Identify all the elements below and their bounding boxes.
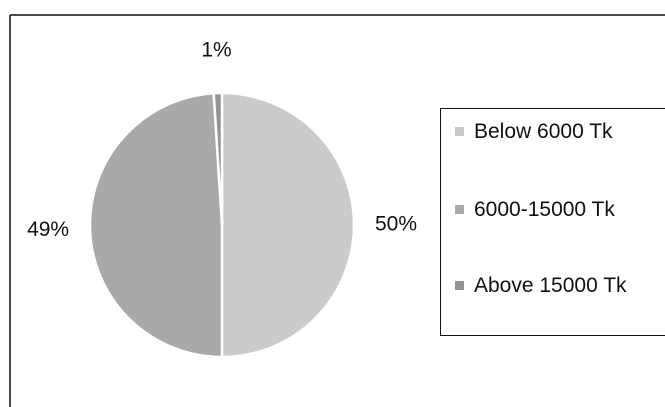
pie-slice <box>88 91 224 359</box>
legend-swatch <box>455 205 464 214</box>
legend-item: 6000-15000 Tk <box>455 197 660 222</box>
legend: Below 6000 Tk 6000-15000 Tk Above 15000 Tk <box>440 108 665 336</box>
legend-swatch <box>455 281 464 290</box>
data-label: 49% <box>27 218 69 241</box>
legend-item: Below 6000 Tk <box>455 119 660 144</box>
legend-label: Above 15000 Tk <box>474 274 627 297</box>
data-label: 50% <box>375 213 417 236</box>
legend-swatch <box>455 127 464 136</box>
pie-slice <box>220 91 356 359</box>
legend-label: 6000-15000 Tk <box>474 198 615 221</box>
legend-item: Above 15000 Tk <box>455 273 660 298</box>
pie-slice <box>212 91 224 226</box>
data-label: 1% <box>201 39 231 62</box>
legend-label: Below 6000 Tk <box>474 120 613 143</box>
